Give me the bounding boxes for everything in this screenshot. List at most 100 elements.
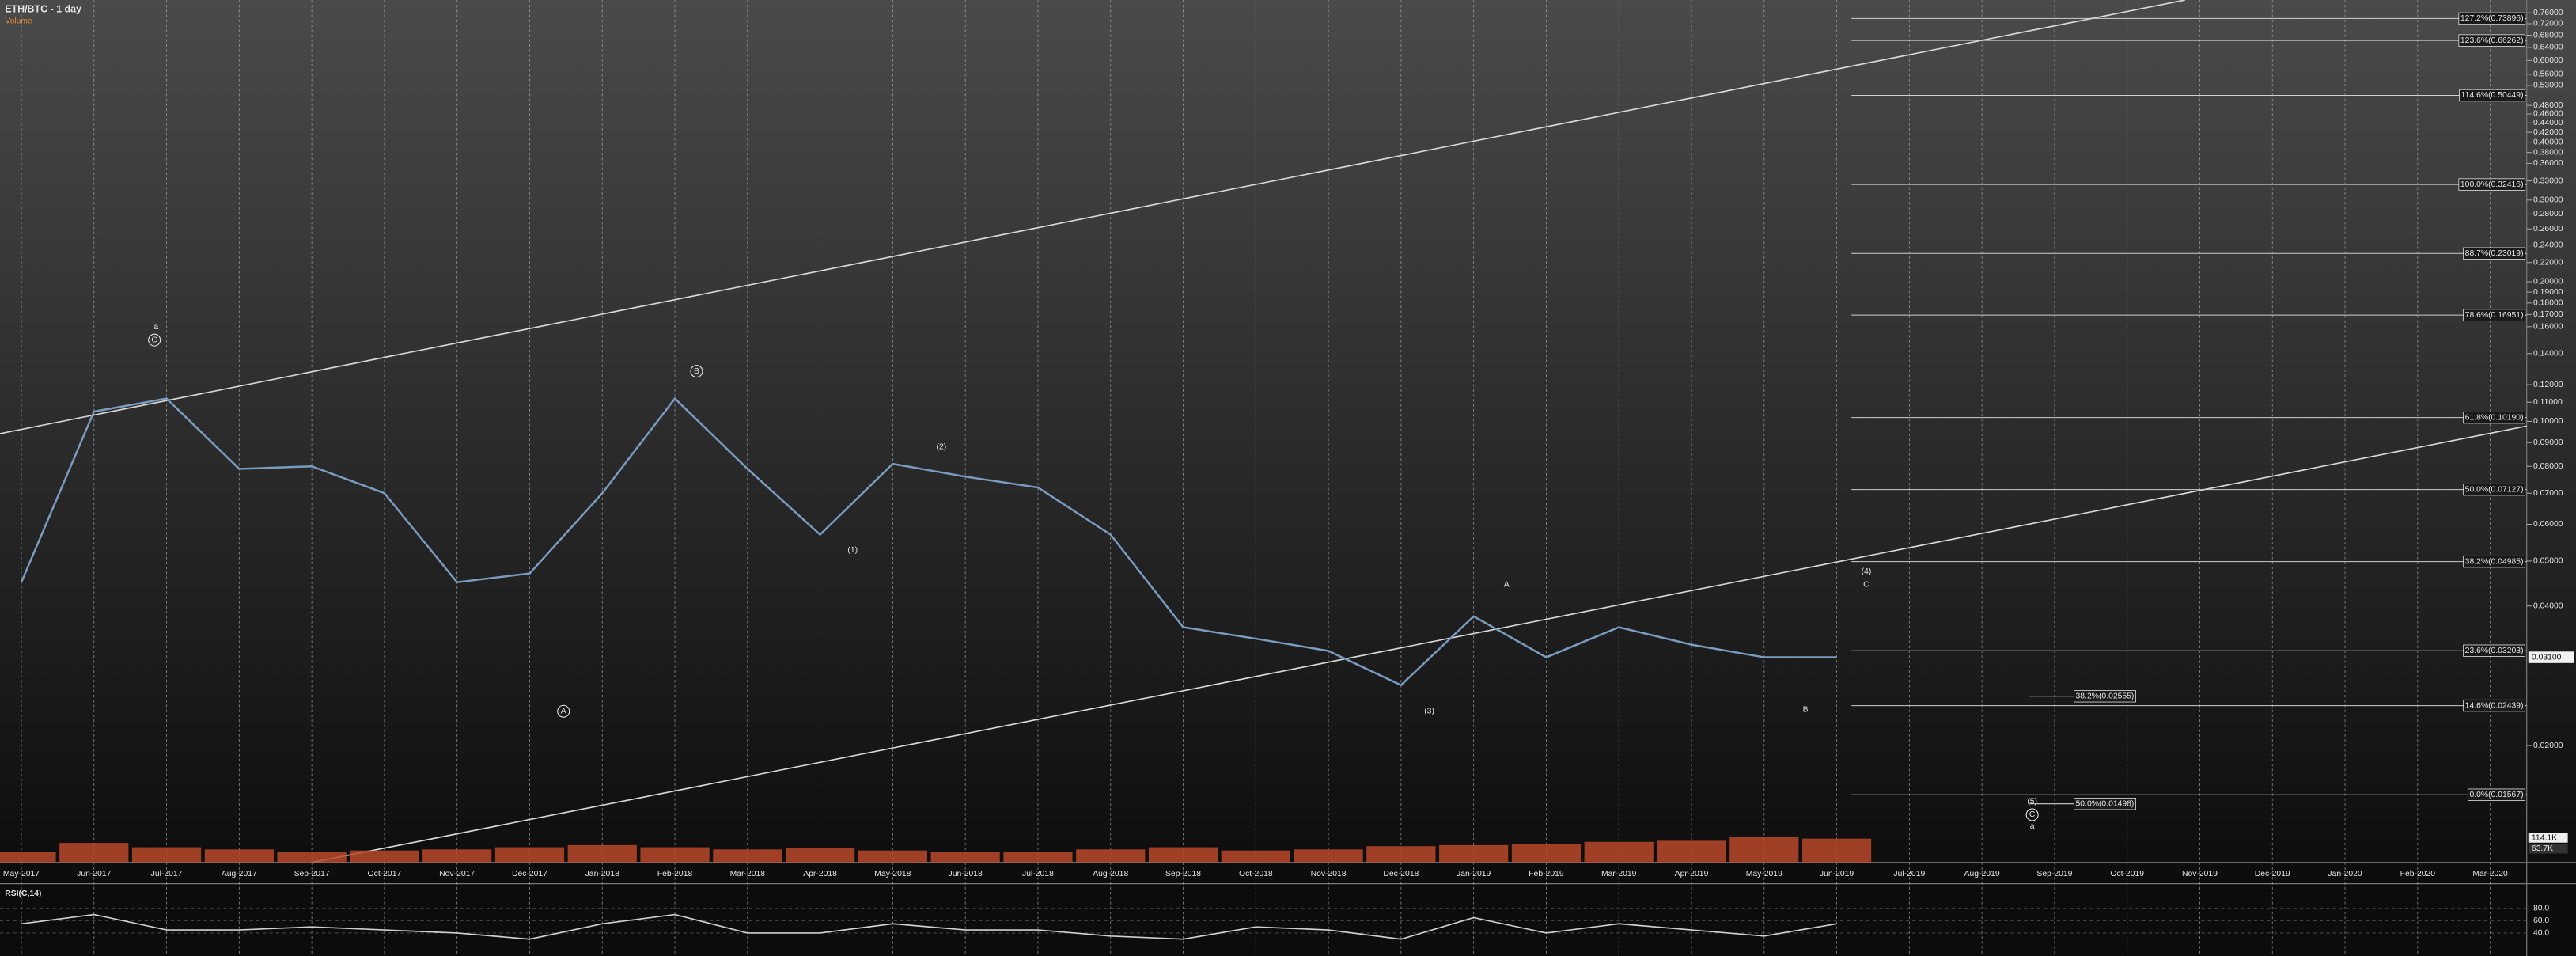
rsi-tick-label: 40.0 [2533, 929, 2549, 938]
x-tick-label: Oct-2019 [2110, 870, 2144, 878]
y-tick-label: 0.17000 [2533, 310, 2563, 319]
fib-label-box [2463, 411, 2526, 424]
wave-label: a [153, 323, 158, 332]
wave-circle [557, 704, 570, 718]
x-tick-label: Mar-2020 [2472, 870, 2508, 878]
wave-label: (1) [847, 546, 858, 555]
x-tick-label: Aug-2017 [222, 870, 257, 878]
y-tick-label: 0.19000 [2533, 288, 2563, 297]
fib-label-box [2463, 699, 2526, 712]
wave-label: B [1803, 705, 1809, 714]
volume-bar [640, 847, 710, 863]
x-tick-label: Sep-2017 [294, 870, 330, 878]
x-tick-label: May-2019 [1746, 870, 1782, 878]
volume-bar [350, 850, 419, 863]
y-tick-label: 0.16000 [2533, 323, 2563, 332]
x-tick-label: May-2017 [3, 870, 40, 878]
x-tick-label: Feb-2019 [1529, 870, 1564, 878]
y-tick-label: 0.44000 [2533, 119, 2563, 127]
x-tick-label: Apr-2019 [1675, 870, 1709, 878]
plot-area [0, 396, 1872, 863]
y-tick-label: 0.36000 [2533, 159, 2563, 168]
x-tick-label: Jun-2017 [77, 870, 112, 878]
x-tick-label: Jul-2019 [1893, 870, 1925, 878]
volume-bar [494, 847, 565, 863]
y-tick-label: 0.14000 [2533, 350, 2563, 358]
x-tick-label: Jan-2018 [585, 870, 620, 878]
x-tick-label: Feb-2018 [657, 870, 693, 878]
rsi-tick-label: 80.0 [2533, 905, 2549, 913]
fib-label: 50.0%(0.07127) [2465, 485, 2524, 494]
x-tick-label: Aug-2019 [1964, 870, 2000, 878]
price-line [20, 396, 1837, 687]
x-tick-label: Dec-2017 [512, 870, 547, 878]
x-tick-label: Nov-2019 [2182, 870, 2218, 878]
fib-label: 78.6%(0.16951) [2465, 311, 2524, 320]
y-tick-label: 0.64000 [2533, 44, 2563, 52]
wave-label: a [2030, 822, 2035, 831]
wave-label: C [2029, 810, 2036, 819]
fib-label: 127.2%(0.73896) [2460, 14, 2524, 23]
y-tick-label: 0.11000 [2533, 398, 2563, 407]
fib-label: 38.2%(0.04985) [2465, 557, 2524, 566]
y-tick-label: 0.06000 [2533, 520, 2563, 529]
y-tick-label: 0.05000 [2533, 557, 2563, 566]
projection-label-box [2074, 797, 2136, 810]
volume-bar [1584, 841, 1654, 863]
fib-label-box [2458, 12, 2526, 25]
y-tick-label: 0.76000 [2533, 9, 2563, 17]
wave-label: (5) [2027, 798, 2037, 806]
y-tick-label: 0.20000 [2533, 278, 2563, 286]
fib-label-box [2463, 309, 2526, 321]
volume-bar [1221, 850, 1290, 863]
x-tick-label: Jan-2020 [2328, 870, 2362, 878]
volume-bar [1511, 844, 1582, 863]
rsi-title: RSI(C,14) [5, 890, 41, 898]
last-price-label: 0.03100 [2532, 653, 2562, 662]
volume-label: 114.1K [2532, 833, 2557, 842]
y-tick-label: 0.04000 [2533, 601, 2563, 610]
rsi-line [21, 913, 1837, 940]
y-tick-label: 0.08000 [2533, 462, 2563, 471]
volume-bar [1294, 849, 1363, 863]
projection-label-box [2074, 690, 2136, 703]
y-tick-label: 0.28000 [2533, 210, 2563, 218]
wave-label: (4) [1862, 567, 1872, 576]
chart-subtitle: Volume [5, 17, 32, 26]
volume-bar [1003, 852, 1073, 863]
volume-bar [713, 849, 782, 863]
x-tick-label: Oct-2018 [1239, 870, 1273, 878]
x-tick-label: Aug-2018 [1093, 870, 1128, 878]
wave-label: (2) [937, 442, 947, 451]
fib-label: 23.6%(0.03203) [2465, 647, 2524, 655]
x-tick-label: Jul-2017 [151, 870, 183, 878]
volume-bar [277, 852, 347, 863]
volume-bar [1366, 846, 1436, 863]
wave-label: A [1504, 581, 1510, 590]
volume-bar [59, 843, 129, 863]
fib-label-box [2459, 89, 2526, 102]
wave-label: C [151, 336, 157, 344]
x-tick-label: Mar-2019 [1601, 870, 1637, 878]
x-tick-label: Nov-2017 [439, 870, 475, 878]
y-tick-label: 0.22000 [2533, 258, 2563, 267]
volume-bar [1801, 838, 1872, 863]
y-tick-label: 0.33000 [2533, 176, 2563, 185]
x-tick-label: Sep-2018 [1165, 870, 1201, 878]
volume-bar [1076, 849, 1146, 863]
volume-bar [0, 852, 56, 863]
fib-label-box [2463, 644, 2526, 657]
y-tick-label: 0.72000 [2533, 20, 2563, 28]
volume-bar [1148, 847, 1218, 863]
wave-circle [148, 333, 161, 347]
fib-label: 61.8%(0.10190) [2465, 413, 2524, 422]
y-tick-label: 0.12000 [2533, 381, 2563, 389]
last-price-tag [2528, 651, 2574, 663]
projection-label: 50.0%(0.01498) [2076, 799, 2135, 808]
volume-bar [1439, 844, 1509, 863]
fib-label: 123.6%(0.66262) [2460, 36, 2524, 45]
fib-label-box [2458, 34, 2526, 47]
wave-label: C [1863, 581, 1869, 590]
y-tick-label: 0.68000 [2533, 31, 2563, 40]
